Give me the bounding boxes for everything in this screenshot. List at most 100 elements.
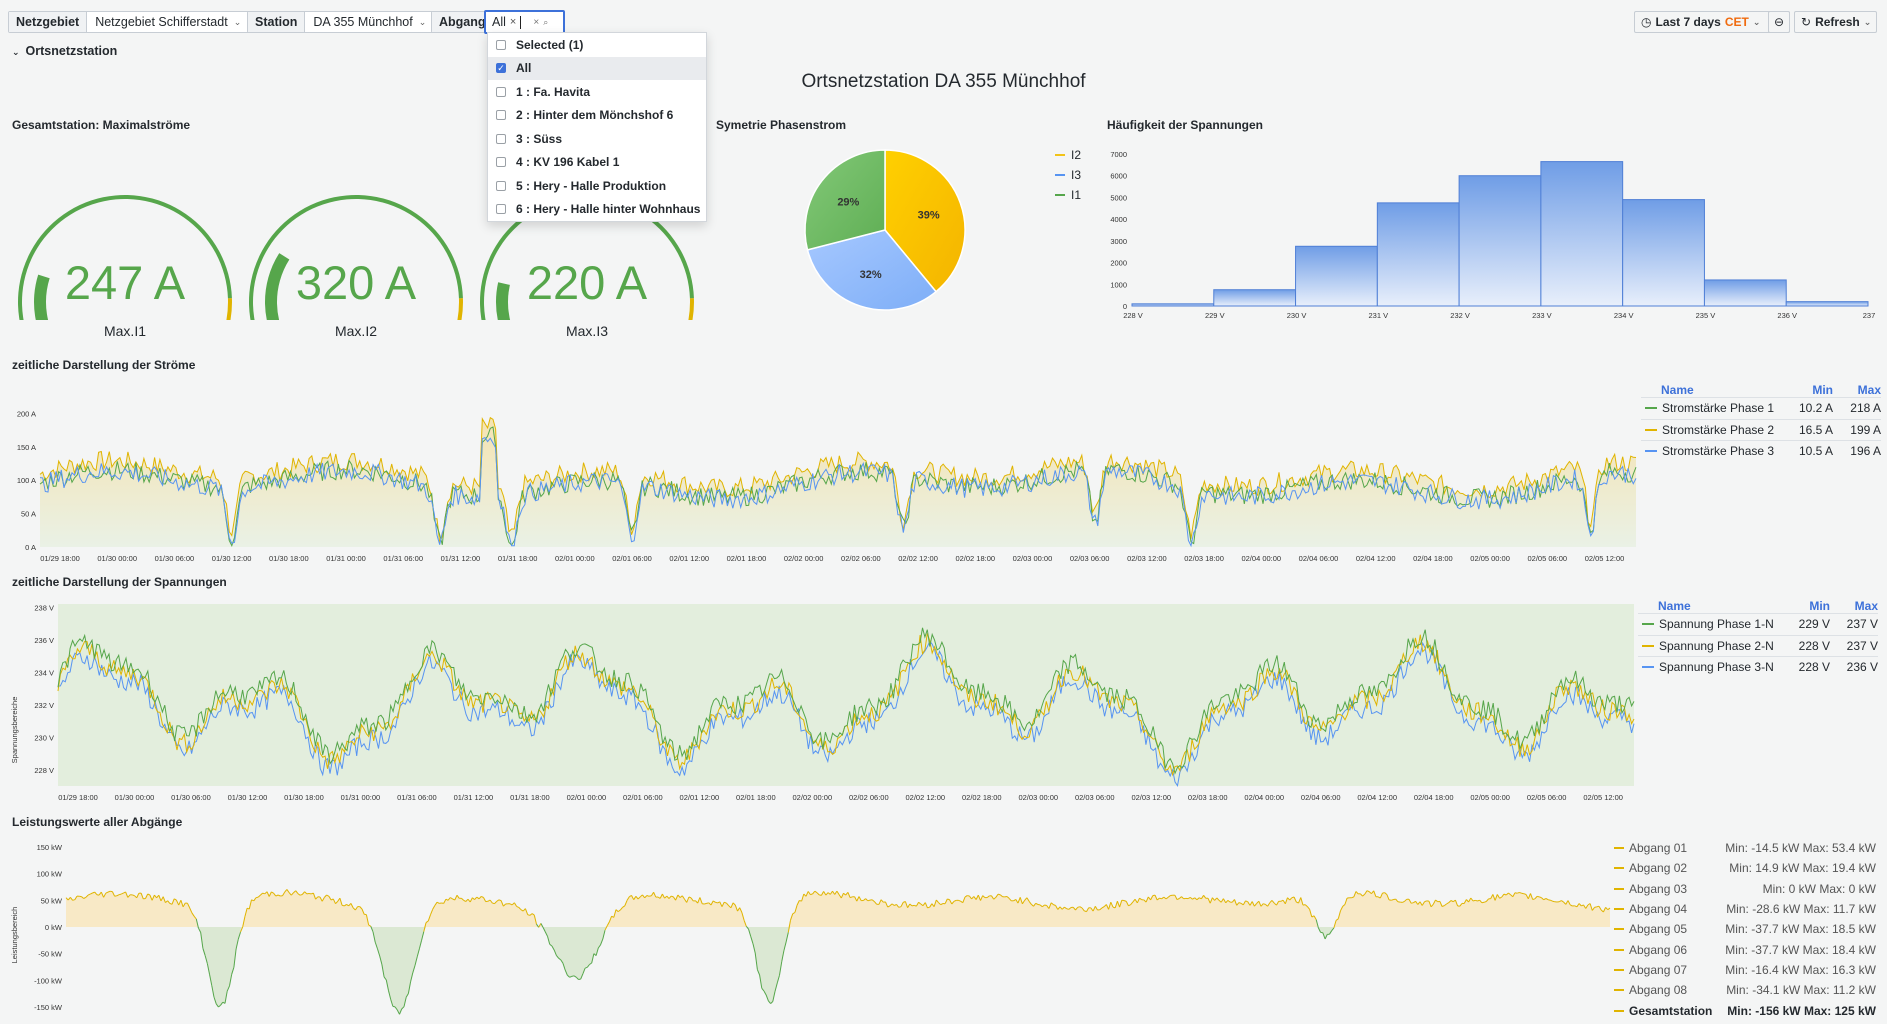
y-tick-label: 2000 (1110, 259, 1127, 268)
checkbox[interactable] (496, 157, 506, 168)
series-segment (631, 895, 635, 900)
series-segment (973, 896, 977, 900)
legend-row[interactable]: Gesamtstation Min: -156 kW Max: 125 kW (1614, 1000, 1876, 1020)
refresh-button[interactable]: ↻ Refresh ⌄ (1794, 11, 1877, 33)
netzgebiet-variable[interactable]: Netzgebiet Netzgebiet Schifferstadt ⌄ (8, 11, 251, 33)
series-segment (929, 903, 933, 908)
series-segment (829, 890, 833, 895)
x-tick-label: 02/03 18:00 (1184, 554, 1224, 563)
checkbox[interactable] (496, 39, 506, 50)
dropdown-option[interactable]: 3 : Süss (488, 127, 706, 151)
legend-row[interactable]: Abgang 03 Min: 0 kW Max: 0 kW (1614, 879, 1876, 899)
legend-item[interactable]: I2 (1055, 145, 1081, 165)
checkbox[interactable] (496, 180, 506, 191)
legend-item[interactable]: I1 (1055, 185, 1081, 205)
legend-row[interactable]: Spannung Phase 1-N 229 V 237 V (1638, 613, 1878, 635)
x-tick-label: 01/29 18:00 (58, 793, 98, 802)
legend-row[interactable]: Stromstärke Phase 1 10.2 A 218 A (1641, 397, 1881, 419)
station-variable[interactable]: Station DA 355 Münchhof ⌄ (247, 11, 436, 33)
x-tick-label: 02/03 00:00 (1013, 554, 1053, 563)
series-segment (847, 892, 851, 898)
legend-row[interactable]: Abgang 06 Min: -37.7 kW Max: 18.4 kW (1614, 939, 1876, 959)
series-segment (1198, 897, 1202, 900)
series-segment (149, 894, 153, 901)
legend-max: 218 A (1850, 401, 1881, 416)
series-segment (1147, 896, 1151, 901)
series-segment (107, 890, 111, 893)
series-segment (432, 905, 436, 910)
dropdown-option[interactable]: 2 : Hinter dem Mönchshof 6 (488, 104, 706, 128)
series-segment (750, 936, 754, 944)
series-segment (454, 894, 458, 901)
station-select[interactable]: DA 355 Münchhof ⌄ (305, 12, 434, 32)
row-ortsnetzstation[interactable]: ⌄ Ortsnetzstation (12, 44, 117, 58)
series-segment (1490, 894, 1494, 899)
legend-min: 10.2 A (1798, 401, 1833, 416)
series-segment (1333, 920, 1337, 929)
series-segment (399, 1008, 403, 1015)
series-segment (756, 969, 761, 976)
dropdown-option[interactable]: 1 : Fa. Havita (488, 80, 706, 104)
series-segment (1317, 927, 1322, 933)
dropdown-option[interactable]: 6 : Hery - Halle hinter Wohnhaus (488, 198, 706, 222)
time-range-picker[interactable]: ◷ Last 7 days CET ⌄ (1634, 11, 1790, 33)
series-segment (423, 922, 427, 932)
series-segment (290, 892, 294, 896)
dropdown-option[interactable]: 4 : KV 196 Kabel 1 (488, 151, 706, 175)
series-segment (825, 892, 829, 896)
abgang-variable[interactable]: Abgang (431, 11, 493, 33)
legend-col-min[interactable]: Min (1812, 383, 1833, 397)
x-tick-label: 02/03 06:00 (1075, 793, 1115, 802)
series-segment (1371, 890, 1375, 895)
legend-row[interactable]: Abgang 01 Min: -14.5 kW Max: 53.4 kW (1614, 838, 1876, 858)
abgang-input[interactable]: All × × ⌕ (484, 10, 565, 34)
netzgebiet-select[interactable]: Netzgebiet Schifferstadt ⌄ (87, 12, 249, 32)
series-segment (1311, 915, 1315, 918)
dropdown-option[interactable]: 5 : Hery - Halle Produktion (488, 174, 706, 198)
series-segment (1053, 904, 1056, 906)
series-segment (571, 975, 575, 977)
series-segment (348, 903, 352, 907)
series-segment (516, 905, 520, 908)
legend-row[interactable]: Abgang 07 Min: -16.4 kW Max: 16.3 kW (1614, 960, 1876, 980)
dropdown-option[interactable]: Selected (1) (488, 33, 706, 57)
dropdown-option[interactable]: ✓ All (488, 56, 706, 80)
legend-col-max[interactable]: Max (1854, 599, 1878, 613)
clear-icon[interactable]: × (533, 16, 540, 28)
series-segment (379, 955, 383, 965)
series-segment (1550, 899, 1553, 902)
legend-col-min[interactable]: Min (1809, 599, 1830, 613)
x-tick-label: 02/03 12:00 (1131, 793, 1171, 802)
x-tick-label: 02/04 06:00 (1301, 793, 1341, 802)
series-segment (1163, 896, 1167, 900)
checkbox[interactable] (496, 86, 506, 97)
legend-row[interactable]: Abgang 04 Min: -28.6 kW Max: 11.7 kW (1614, 899, 1876, 919)
series-segment (684, 898, 688, 903)
legend-col-name[interactable]: Name (1658, 599, 1691, 613)
series-segment (147, 893, 151, 896)
series-segment (299, 894, 303, 896)
checkbox[interactable]: ✓ (496, 63, 506, 74)
legend-col-max[interactable]: Max (1857, 383, 1881, 397)
checkbox[interactable] (496, 204, 506, 215)
zoom-out-button[interactable]: ⊖ (1768, 11, 1790, 33)
legend-row[interactable]: Spannung Phase 2-N 228 V 237 V (1638, 634, 1878, 657)
checkbox[interactable] (496, 110, 506, 121)
series-segment (816, 892, 820, 896)
legend-name: Abgang 01 (1629, 841, 1688, 856)
time-range-label: Last 7 days (1655, 15, 1721, 29)
checkbox[interactable] (496, 133, 506, 144)
chip-remove-icon[interactable]: × (509, 16, 517, 28)
legend-row[interactable]: Stromstärke Phase 3 10.5 A 196 A (1641, 440, 1881, 462)
legend-row[interactable]: Abgang 08 Min: -34.1 kW Max: 11.2 kW (1614, 980, 1876, 1000)
legend-row[interactable]: Spannung Phase 3-N 228 V 236 V (1638, 656, 1878, 678)
series-segment (136, 892, 140, 899)
legend-item[interactable]: I3 (1055, 165, 1081, 185)
series-segment (823, 891, 827, 896)
series-segment (111, 891, 116, 897)
series-segment (774, 982, 778, 992)
legend-col-name[interactable]: Name (1661, 383, 1694, 397)
legend-row[interactable]: Abgang 05 Min: -37.7 kW Max: 18.5 kW (1614, 919, 1876, 939)
legend-row[interactable]: Abgang 02 Min: 14.9 kW Max: 19.4 kW (1614, 858, 1876, 878)
legend-row[interactable]: Stromstärke Phase 2 16.5 A 199 A (1641, 418, 1881, 441)
